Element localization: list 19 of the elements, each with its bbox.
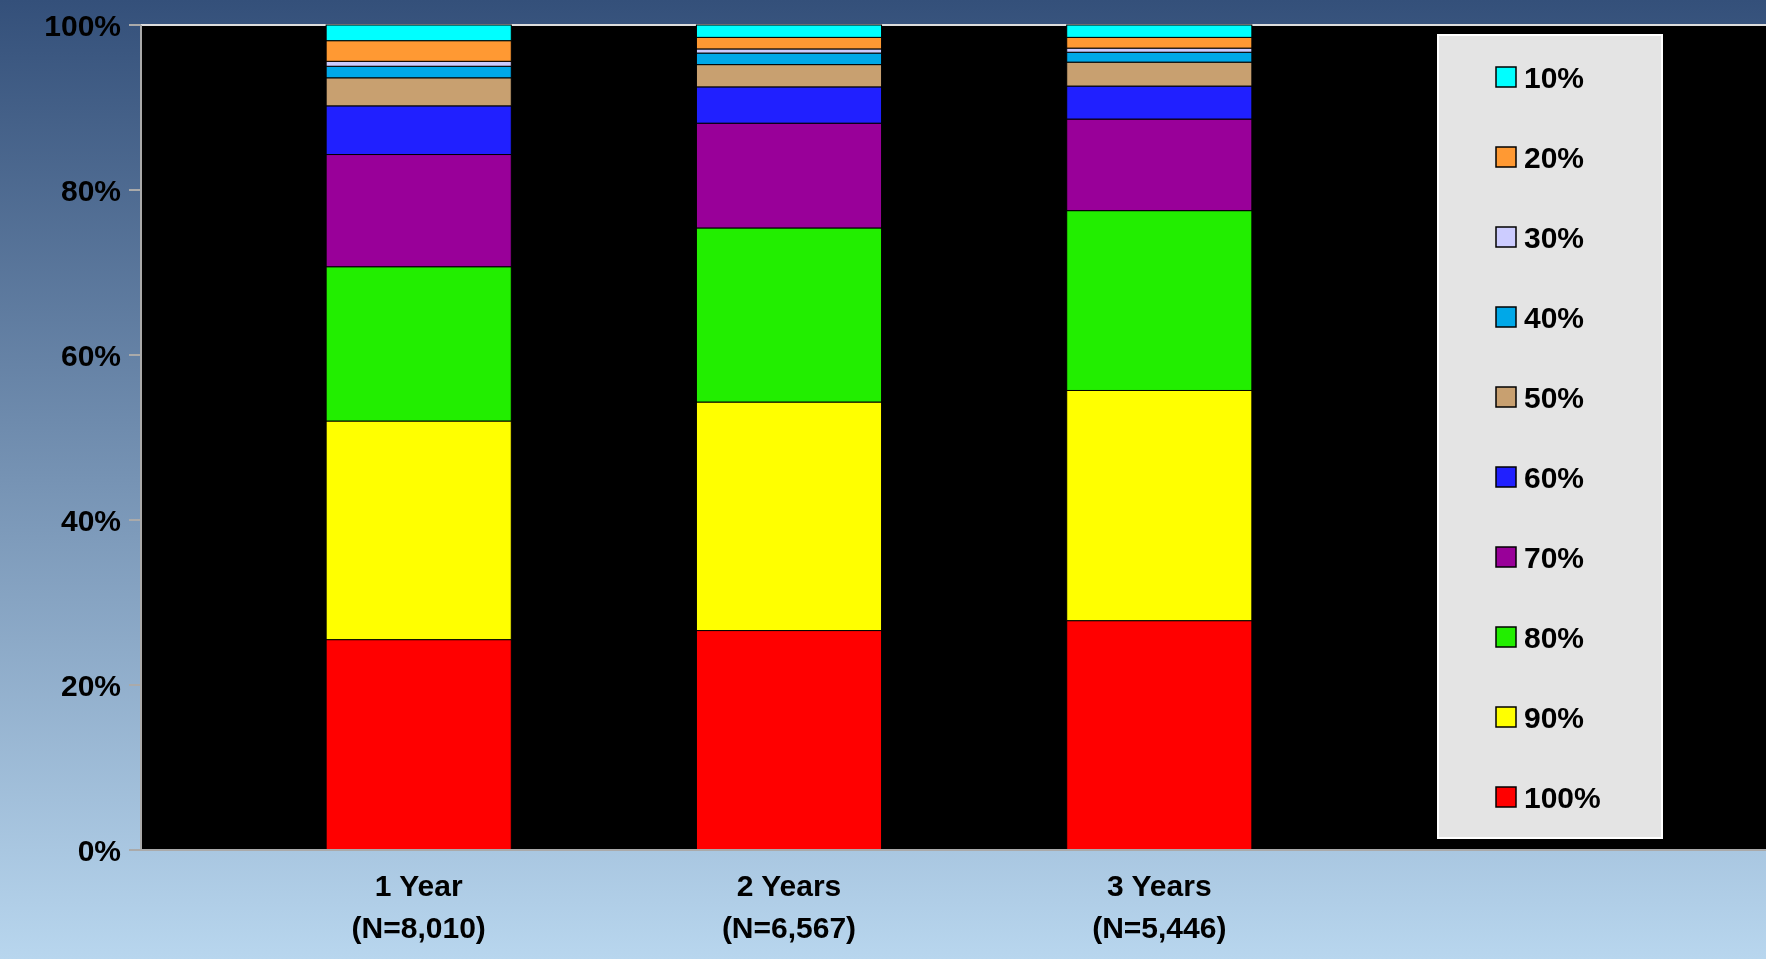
legend-label: 100% — [1524, 780, 1601, 814]
y-tick-label: 20% — [60, 668, 121, 702]
legend-label: 80% — [1524, 620, 1585, 654]
legend-label: 60% — [1524, 460, 1585, 494]
legend-label: 30% — [1524, 220, 1585, 254]
x-tick-label: 2 Years (N=6,567) — [721, 869, 857, 944]
y-tick-label: 100% — [44, 8, 121, 42]
y-tick-label: 40% — [60, 503, 121, 537]
x-tick-label: 1 Year (N=8,010) — [351, 869, 486, 944]
legend-label: 40% — [1524, 300, 1585, 334]
x-tick-label: 3 Years (N=5,446) — [1092, 869, 1227, 944]
legend-label: 70% — [1524, 540, 1585, 574]
legend-label: 20% — [1524, 140, 1585, 174]
y-tick-label: 60% — [60, 338, 121, 372]
legend-label: 10% — [1524, 60, 1585, 94]
legend-label: 50% — [1524, 380, 1585, 414]
y-tick-label: 0% — [77, 833, 121, 867]
legend-label: 90% — [1524, 700, 1585, 734]
y-tick-label: 80% — [60, 173, 121, 207]
